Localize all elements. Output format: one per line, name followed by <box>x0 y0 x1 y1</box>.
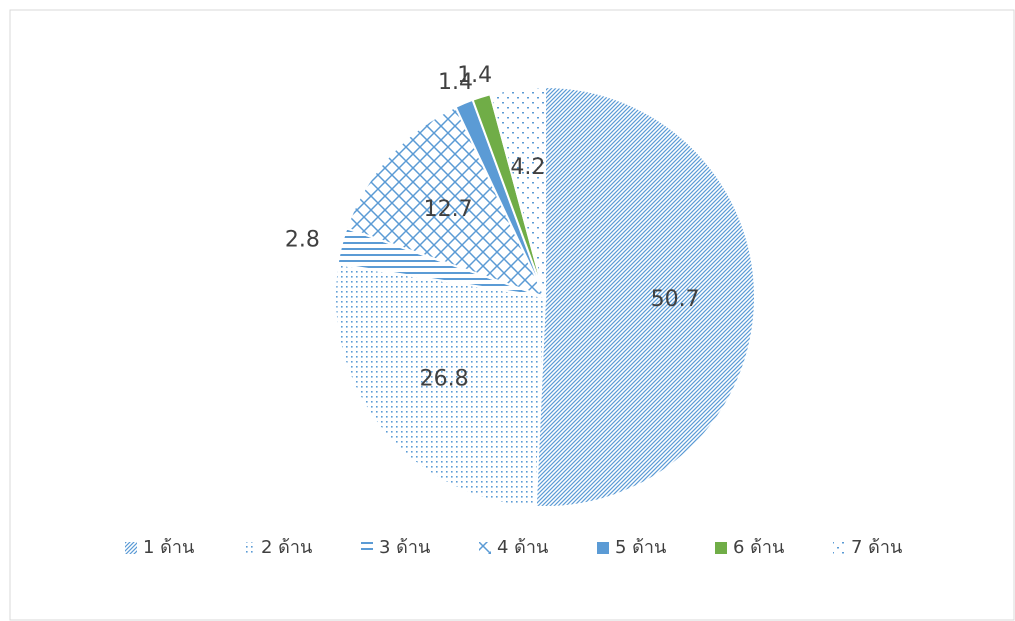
legend-swatch <box>597 542 609 554</box>
data-label: 50.7 <box>651 287 700 312</box>
legend-swatch <box>833 542 845 554</box>
legend-label: 5 ด้าน <box>615 537 666 558</box>
legend-label: 6 ด้าน <box>733 537 784 558</box>
legend-swatch <box>125 542 137 554</box>
data-label: 4.2 <box>510 155 545 180</box>
legend-swatch <box>361 542 373 554</box>
legend-label: 7 ด้าน <box>851 537 902 558</box>
legend-swatch <box>243 542 255 554</box>
pie-slice <box>345 105 547 299</box>
legend-swatch <box>715 542 727 554</box>
pie-slice <box>534 85 756 508</box>
legend-label: 2 ด้าน <box>261 537 312 558</box>
pie-slice <box>334 263 547 508</box>
data-label: 1.4 <box>457 63 492 88</box>
legend-label: 4 ด้าน <box>497 537 548 558</box>
data-label: 2.8 <box>285 228 320 253</box>
data-label: 1.4 <box>438 70 473 95</box>
legend-label: 3 ด้าน <box>379 537 430 558</box>
legend-label: 1 ด้าน <box>143 537 194 558</box>
legend-swatch <box>479 542 491 554</box>
data-label: 12.7 <box>424 197 473 222</box>
data-label: 26.8 <box>420 366 469 391</box>
pie-slice <box>488 85 546 298</box>
